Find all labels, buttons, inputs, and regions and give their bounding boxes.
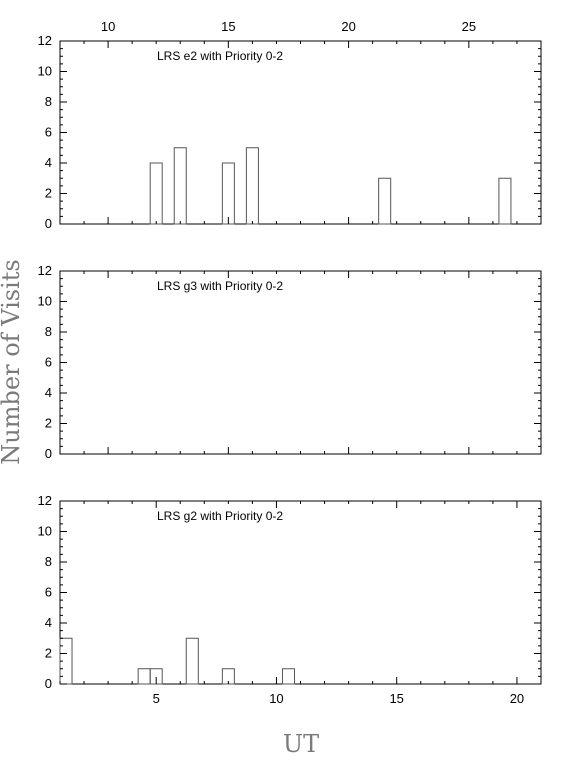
y-tick-label: 12 [38,493,52,508]
x-tick-label: 25 [462,19,476,34]
plot-frame [59,500,542,685]
histogram-bar [137,668,151,685]
panel-1: 0 2 4 6 8 10 12 10 15 20 25 LRS e2 with Priority 0-… [38,19,542,231]
y-tick-label: 6 [45,355,52,370]
y-tick-label: 2 [45,186,52,201]
y-tick-label: 4 [45,615,52,630]
y-tick-label: 10 [38,524,52,539]
panel-3: 0 2 4 6 8 10 12 5 10 15 20 LRS g2 with Priority 0-2 [38,493,542,706]
y-axis-title: Number of Visits [0,259,25,464]
y-tick-label: 4 [45,385,52,400]
x-tick-label: 20 [510,691,524,706]
y-tick-label: 2 [45,646,52,661]
histogram-bar [173,147,187,225]
y-tick-label: 4 [45,155,52,170]
histogram-bar [245,147,259,225]
y-tick-label: 2 [45,416,52,431]
y-tick-label: 0 [45,446,52,461]
histogram-bar [281,668,295,685]
y-tick-label: 0 [45,676,52,691]
y-tick-label: 6 [45,125,52,140]
x-axis-title: UT [283,730,319,758]
y-tick-label: 12 [38,263,52,278]
panel-title: LRS g2 with Priority 0-2 [157,509,283,523]
y-tick-label: 0 [45,216,52,231]
panel-2: 0 2 4 6 8 10 12 LRS g3 with Priority 0-2 [38,263,542,461]
panel-title: LRS e2 with Priority 0-2 [157,49,283,63]
y-tick-label: 8 [45,554,52,569]
y-tick-label: 8 [45,94,52,109]
panel-title: LRS g3 with Priority 0-2 [157,279,283,293]
histogram-bar [149,162,163,225]
y-tick-label: 8 [45,324,52,339]
histogram-bar [498,177,512,225]
x-tick-label: 15 [389,691,403,706]
histogram-bar [221,162,235,225]
y-tick-label: 6 [45,585,52,600]
y-tick-label: 10 [38,64,52,79]
x-tick-label: 15 [221,19,235,34]
histogram-bar [378,177,392,225]
x-tick-label: 20 [341,19,355,34]
histogram-bar [185,637,199,685]
plot-frame [59,40,542,225]
plot-frame [59,270,542,455]
y-tick-label: 10 [38,294,52,309]
x-tick-label: 10 [101,19,115,34]
y-tick-label: 12 [38,33,52,48]
x-tick-label: 5 [153,691,160,706]
x-tick-label: 10 [269,691,283,706]
